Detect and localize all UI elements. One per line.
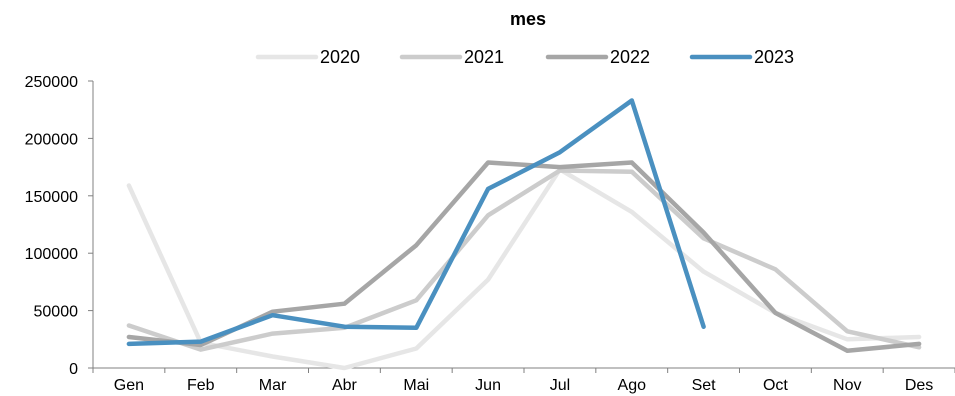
series-line-2023 [126,98,706,347]
x-tick-label: Set [692,377,717,394]
x-tick-label: Jul [550,377,570,394]
x-tick-label: Abr [332,377,358,394]
legend-label-2021: 2021 [464,47,504,67]
legend: 2020 2021 2022 2023 [255,47,794,67]
y-tick-label: 200000 [25,131,78,148]
x-tick-label: Jun [475,377,501,394]
legend-label-2022: 2022 [610,47,650,67]
x-tick-label: Mar [259,377,287,394]
series-lines [126,98,922,371]
x-tick-label: Feb [187,377,215,394]
y-tick-label: 100000 [25,246,78,263]
y-tick-label: 50000 [34,304,79,321]
chart-title: mes [510,9,546,29]
x-tick-label: Mai [403,377,429,394]
series-line-2021 [126,168,922,352]
y-tick-label: 250000 [25,74,78,91]
y-tick-label: 150000 [25,189,78,206]
legend-label-2020: 2020 [320,47,360,67]
x-tick-label: Ago [618,377,647,394]
legend-label-2023: 2023 [754,47,794,67]
x-tick-label: Des [905,377,933,394]
x-axis: Gen Feb Mar Abr Mai Jun Jul Ago Set Oct Nov Des [92,367,955,394]
x-tick-label: Nov [833,377,861,394]
x-tick-label: Gen [114,377,144,394]
y-axis: 0 50000 100000 150000 200000 250000 [25,74,94,378]
x-tick-label: Oct [763,377,788,394]
y-tick-label: 0 [69,361,78,378]
